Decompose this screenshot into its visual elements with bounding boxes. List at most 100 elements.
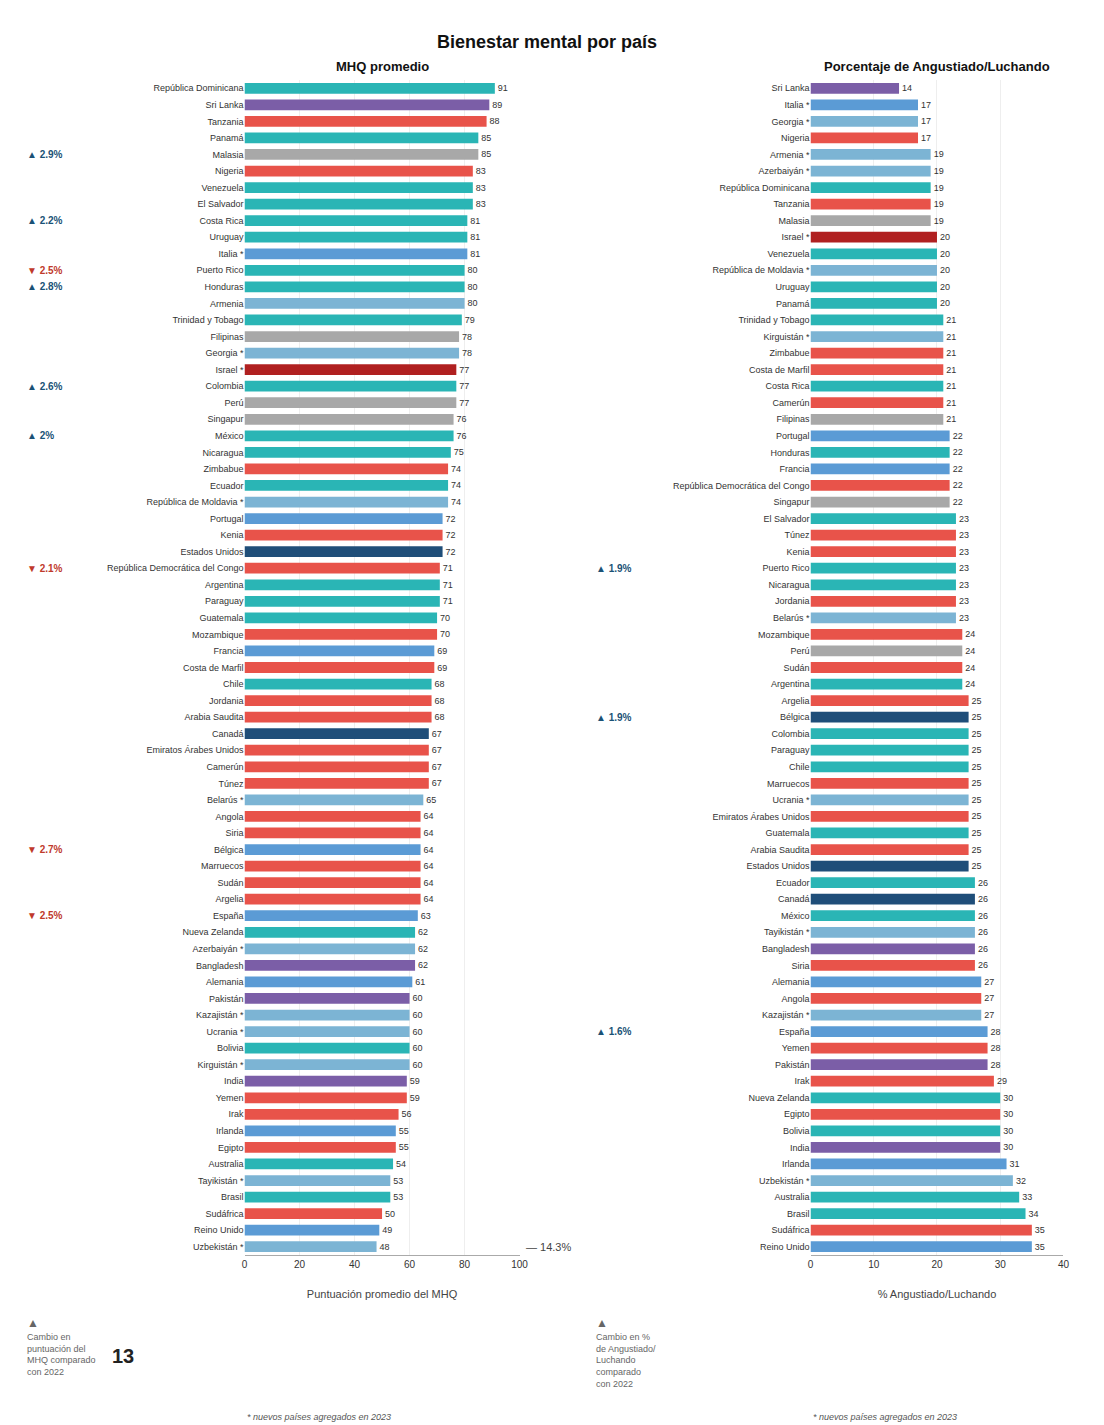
svg-text:Bienestar mental por país: Bienestar mental por país xyxy=(437,32,657,52)
svg-text:España: España xyxy=(213,911,244,921)
svg-text:85: 85 xyxy=(481,149,491,159)
svg-text:Jordania: Jordania xyxy=(775,596,810,606)
svg-text:Ucrania *: Ucrania * xyxy=(206,1027,244,1037)
svg-text:▲ 1.9%: ▲ 1.9% xyxy=(596,712,632,723)
svg-text:Kirguistán *: Kirguistán * xyxy=(197,1060,244,1070)
svg-text:Colombia: Colombia xyxy=(771,729,809,739)
svg-text:Kenia: Kenia xyxy=(786,547,809,557)
svg-text:24: 24 xyxy=(965,629,975,639)
svg-text:67: 67 xyxy=(432,745,442,755)
svg-text:76: 76 xyxy=(457,431,467,441)
svg-text:50: 50 xyxy=(385,1209,395,1219)
svg-text:Yemen: Yemen xyxy=(782,1043,810,1053)
svg-text:Bélgica: Bélgica xyxy=(780,712,810,722)
svg-text:Nigeria: Nigeria xyxy=(215,166,244,176)
svg-text:Túnez: Túnez xyxy=(218,779,244,789)
svg-text:55: 55 xyxy=(399,1126,409,1136)
svg-text:España: España xyxy=(779,1027,810,1037)
svg-text:México: México xyxy=(215,431,244,441)
svg-text:Perú: Perú xyxy=(224,398,243,408)
svg-text:Marruecos: Marruecos xyxy=(201,861,244,871)
svg-text:Malasia: Malasia xyxy=(778,216,809,226)
svg-text:Paraguay: Paraguay xyxy=(771,745,810,755)
svg-text:Siria: Siria xyxy=(791,961,809,971)
svg-text:85: 85 xyxy=(481,133,491,143)
svg-text:Panamá: Panamá xyxy=(210,133,244,143)
svg-text:69: 69 xyxy=(437,663,447,673)
svg-text:* nuevos países agregados en 2: * nuevos países agregados en 2023 xyxy=(247,1412,391,1422)
svg-text:27: 27 xyxy=(984,993,994,1003)
svg-text:▲: ▲ xyxy=(596,1316,608,1330)
svg-text:Nicaragua: Nicaragua xyxy=(768,580,809,590)
svg-text:Australia: Australia xyxy=(774,1192,809,1202)
svg-text:78: 78 xyxy=(462,348,472,358)
svg-text:* nuevos países agregados en 2: * nuevos países agregados en 2023 xyxy=(813,1412,957,1422)
svg-text:64: 64 xyxy=(424,828,434,838)
svg-text:26: 26 xyxy=(978,894,988,904)
svg-text:25: 25 xyxy=(972,712,982,722)
svg-text:Reino Unido: Reino Unido xyxy=(194,1225,244,1235)
svg-text:74: 74 xyxy=(451,480,461,490)
svg-text:25: 25 xyxy=(972,729,982,739)
svg-text:Ecuador: Ecuador xyxy=(210,481,244,491)
svg-text:Filipinas: Filipinas xyxy=(210,332,244,342)
svg-text:22: 22 xyxy=(953,497,963,507)
svg-text:20: 20 xyxy=(940,232,950,242)
svg-text:21: 21 xyxy=(946,348,956,358)
svg-text:17: 17 xyxy=(921,100,931,110)
svg-text:República de Moldavia *: República de Moldavia * xyxy=(146,497,244,507)
svg-text:Túnez: Túnez xyxy=(784,530,810,540)
svg-text:24: 24 xyxy=(965,679,975,689)
svg-text:20: 20 xyxy=(940,298,950,308)
svg-text:Alemania: Alemania xyxy=(772,977,810,987)
svg-text:23: 23 xyxy=(959,596,969,606)
svg-text:26: 26 xyxy=(978,927,988,937)
svg-text:30: 30 xyxy=(1003,1142,1013,1152)
svg-text:67: 67 xyxy=(432,778,442,788)
svg-text:Sudán: Sudán xyxy=(783,663,809,673)
svg-text:▲ 2.6%: ▲ 2.6% xyxy=(27,381,63,392)
svg-text:80: 80 xyxy=(468,282,478,292)
svg-text:Trinidad y Tobago: Trinidad y Tobago xyxy=(172,315,243,325)
svg-text:Guatemala: Guatemala xyxy=(199,613,243,623)
svg-text:19: 19 xyxy=(934,183,944,193)
svg-text:Portugal: Portugal xyxy=(776,431,810,441)
svg-text:79: 79 xyxy=(465,315,475,325)
svg-text:25: 25 xyxy=(972,762,982,772)
svg-text:Irak: Irak xyxy=(228,1109,244,1119)
svg-text:71: 71 xyxy=(443,596,453,606)
svg-text:89: 89 xyxy=(492,100,502,110)
svg-text:81: 81 xyxy=(470,232,480,242)
svg-text:30: 30 xyxy=(1003,1093,1013,1103)
svg-text:28: 28 xyxy=(991,1027,1001,1037)
svg-text:60: 60 xyxy=(413,1060,423,1070)
svg-text:Marruecos: Marruecos xyxy=(767,779,810,789)
svg-text:Tayikistán *: Tayikistán * xyxy=(198,1176,244,1186)
svg-text:Sri Lanka: Sri Lanka xyxy=(771,83,809,93)
svg-text:Perú: Perú xyxy=(790,646,809,656)
svg-text:▲ 2.8%: ▲ 2.8% xyxy=(27,281,63,292)
svg-text:▲ 2.2%: ▲ 2.2% xyxy=(27,215,63,226)
svg-text:Bangladesh: Bangladesh xyxy=(196,961,244,971)
svg-text:Puerto Rico: Puerto Rico xyxy=(762,563,809,573)
svg-text:Belarús *: Belarús * xyxy=(207,795,244,805)
svg-text:Singapur: Singapur xyxy=(773,497,809,507)
svg-text:Estados Unidos: Estados Unidos xyxy=(180,547,244,557)
svg-text:Irlanda: Irlanda xyxy=(782,1159,810,1169)
svg-text:64: 64 xyxy=(424,894,434,904)
svg-text:21: 21 xyxy=(946,315,956,325)
svg-text:MHQ promedio: MHQ promedio xyxy=(336,59,429,74)
svg-text:Mozambique: Mozambique xyxy=(192,630,244,640)
svg-text:Costa Rica: Costa Rica xyxy=(765,381,809,391)
svg-text:100: 100 xyxy=(511,1259,528,1270)
svg-text:Bolivia: Bolivia xyxy=(783,1126,810,1136)
svg-text:Alemania: Alemania xyxy=(206,977,244,987)
svg-text:62: 62 xyxy=(418,944,428,954)
svg-text:77: 77 xyxy=(459,398,469,408)
svg-text:72: 72 xyxy=(446,514,456,524)
svg-text:13: 13 xyxy=(112,1345,134,1367)
svg-text:▲ 2.9%: ▲ 2.9% xyxy=(27,149,63,160)
svg-text:Brasil: Brasil xyxy=(221,1192,244,1202)
svg-text:10: 10 xyxy=(868,1259,880,1270)
svg-text:17: 17 xyxy=(921,133,931,143)
